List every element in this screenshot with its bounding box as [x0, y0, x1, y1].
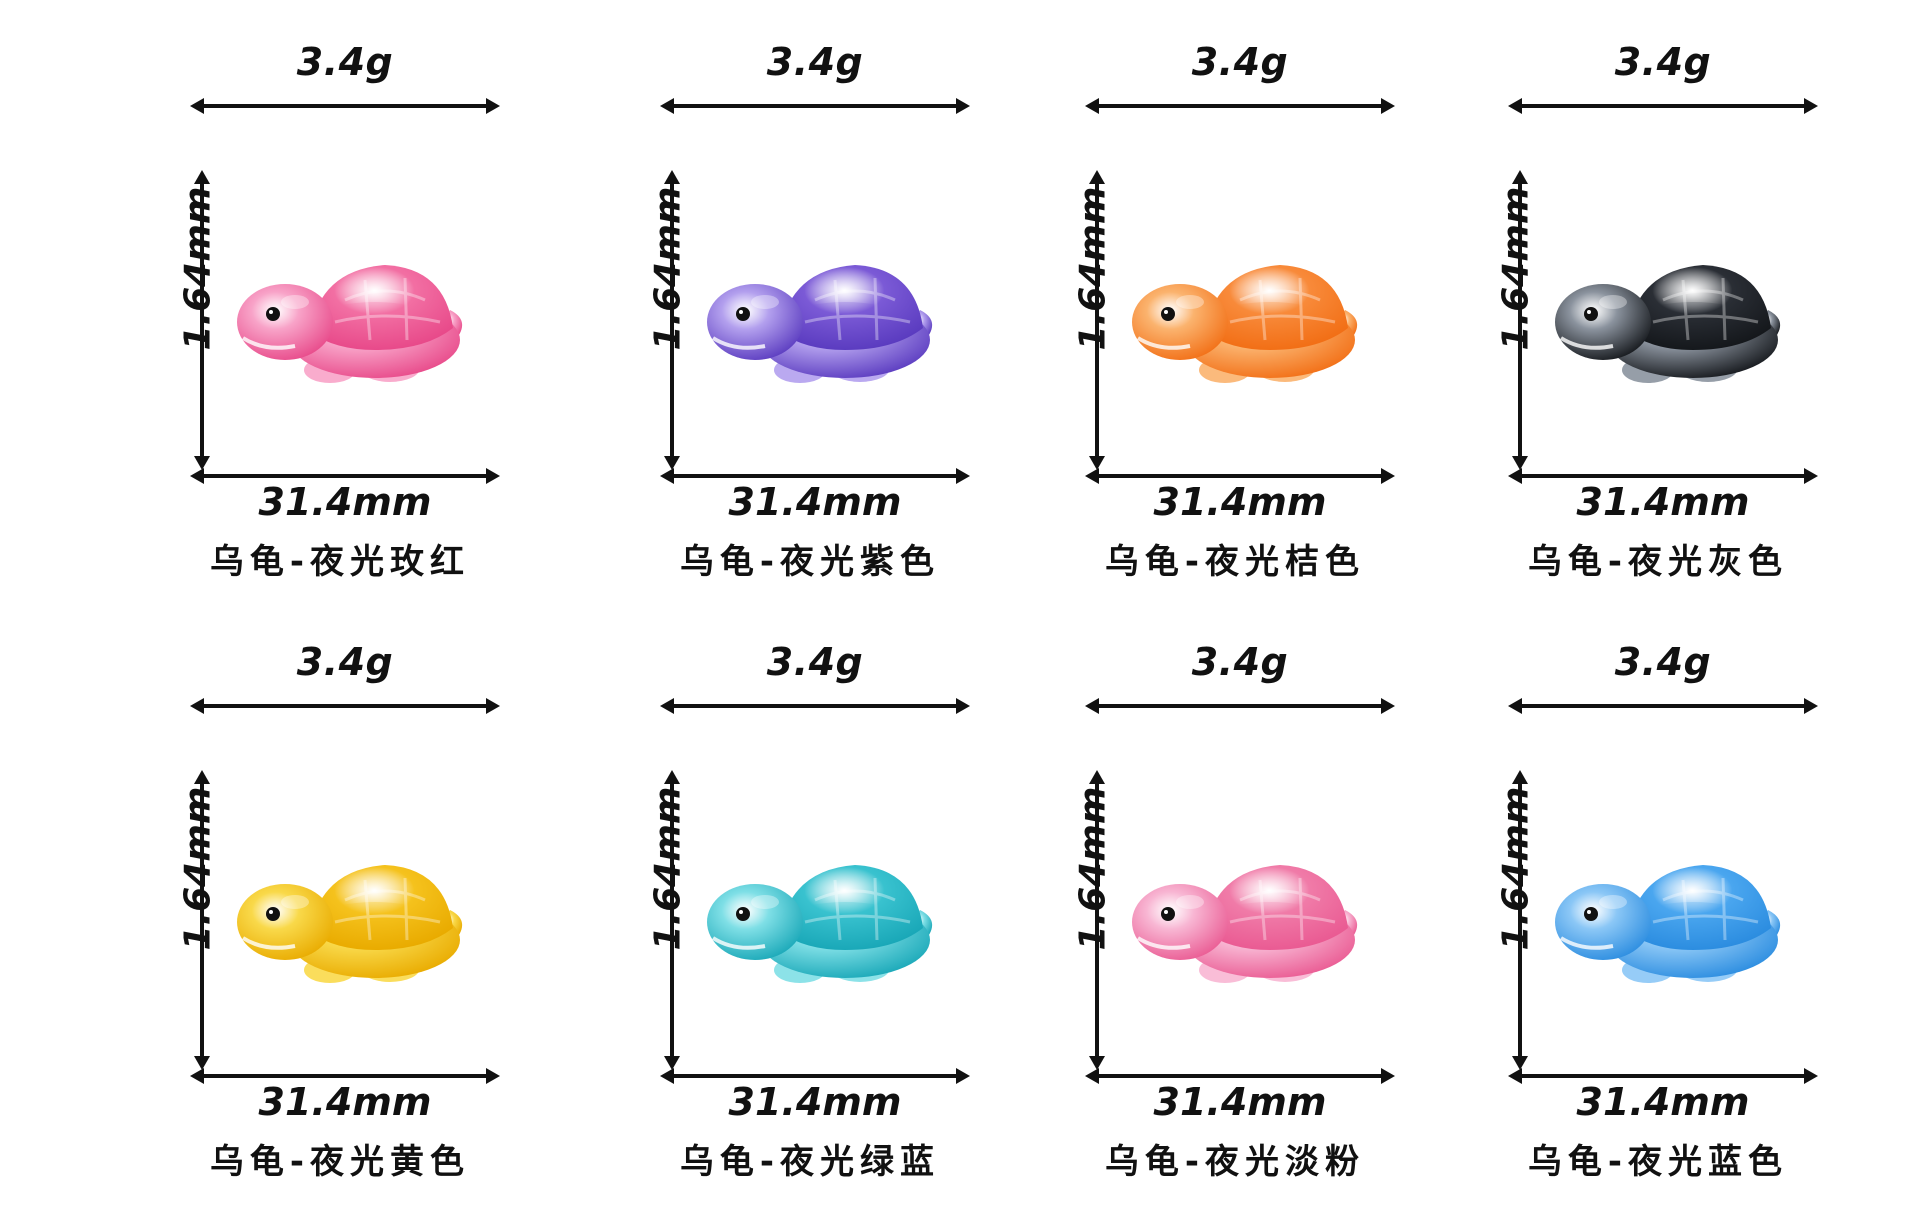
- width-arrow-top: [1508, 98, 1818, 114]
- product-name: 乌龟-夜光桔色: [1104, 542, 1366, 582]
- weight-label: 3.4g: [1614, 640, 1712, 684]
- product-name: 乌龟-夜光玫红: [209, 542, 471, 582]
- height-label: 1.64mm: [177, 786, 219, 951]
- length-label: 31.4mm: [1576, 1080, 1750, 1124]
- length-label: 31.4mm: [1153, 1080, 1327, 1124]
- height-arrow: [1089, 170, 1105, 470]
- length-label: 31.4mm: [258, 1080, 432, 1124]
- width-arrow-bottom: [1085, 1068, 1395, 1084]
- product-name: 乌龟-夜光绿蓝: [679, 1142, 941, 1182]
- height-label: 1.64mm: [647, 186, 689, 351]
- product-name: 乌龟-夜光黄色: [209, 1142, 471, 1182]
- product-card: 3.4g 1.64mm: [170, 40, 500, 600]
- height-label: 1.64mm: [177, 186, 219, 351]
- product-card: 3.4g 1.64mm: [1488, 640, 1818, 1200]
- weight-label: 3.4g: [296, 40, 394, 84]
- width-arrow-bottom: [1508, 468, 1818, 484]
- length-label: 31.4mm: [728, 480, 902, 524]
- width-arrow-bottom: [1508, 1068, 1818, 1084]
- height-arrow: [664, 770, 680, 1070]
- weight-label: 3.4g: [1614, 40, 1712, 84]
- height-arrow: [1512, 770, 1528, 1070]
- weight-label: 3.4g: [766, 40, 864, 84]
- product-name: 乌龟-夜光紫色: [679, 542, 941, 582]
- turtle-figure: [695, 840, 945, 1010]
- height-arrow: [1512, 170, 1528, 470]
- width-arrow-bottom: [660, 1068, 970, 1084]
- product-card: 3.4g 1.64mm: [1065, 640, 1395, 1200]
- height-arrow: [194, 170, 210, 470]
- width-arrow-bottom: [1085, 468, 1395, 484]
- product-card: 3.4g 1.64mm: [640, 40, 970, 600]
- width-arrow-bottom: [190, 1068, 500, 1084]
- product-card: 3.4g 1.64mm: [1488, 40, 1818, 600]
- height-label: 1.64mm: [1495, 186, 1537, 351]
- length-label: 31.4mm: [1153, 480, 1327, 524]
- product-card: 3.4g 1.64mm: [1065, 40, 1395, 600]
- turtle-figure: [225, 240, 475, 410]
- weight-label: 3.4g: [766, 640, 864, 684]
- width-arrow-bottom: [190, 468, 500, 484]
- turtle-figure: [225, 840, 475, 1010]
- height-arrow: [664, 170, 680, 470]
- product-name: 乌龟-夜光淡粉: [1104, 1142, 1366, 1182]
- weight-label: 3.4g: [296, 640, 394, 684]
- height-label: 1.64mm: [1495, 786, 1537, 951]
- width-arrow-top: [1085, 98, 1395, 114]
- weight-label: 3.4g: [1191, 40, 1289, 84]
- height-arrow: [194, 770, 210, 1070]
- width-arrow-top: [1085, 698, 1395, 714]
- turtle-figure: [1120, 840, 1370, 1010]
- product-card: 3.4g 1.64mm: [170, 640, 500, 1200]
- length-label: 31.4mm: [258, 480, 432, 524]
- product-name: 乌龟-夜光灰色: [1527, 542, 1789, 582]
- length-label: 31.4mm: [1576, 480, 1750, 524]
- turtle-figure: [1543, 840, 1793, 1010]
- width-arrow-top: [660, 98, 970, 114]
- width-arrow-top: [660, 698, 970, 714]
- weight-label: 3.4g: [1191, 640, 1289, 684]
- width-arrow-top: [190, 698, 500, 714]
- height-label: 1.64mm: [647, 786, 689, 951]
- product-name: 乌龟-夜光蓝色: [1527, 1142, 1789, 1182]
- height-label: 1.64mm: [1072, 186, 1114, 351]
- turtle-figure: [1543, 240, 1793, 410]
- turtle-figure: [1120, 240, 1370, 410]
- height-label: 1.64mm: [1072, 786, 1114, 951]
- length-label: 31.4mm: [728, 1080, 902, 1124]
- turtle-figure: [695, 240, 945, 410]
- product-card: 3.4g 1.64mm: [640, 640, 970, 1200]
- width-arrow-bottom: [660, 468, 970, 484]
- width-arrow-top: [190, 98, 500, 114]
- width-arrow-top: [1508, 698, 1818, 714]
- height-arrow: [1089, 770, 1105, 1070]
